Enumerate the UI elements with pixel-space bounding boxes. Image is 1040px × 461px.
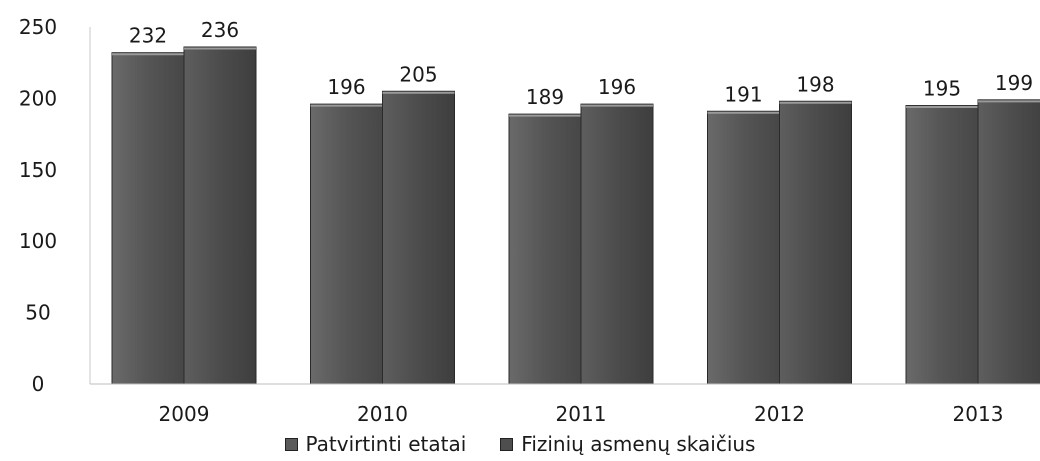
y-tick-label: 100	[19, 229, 57, 253]
x-tick-label-2011: 2011	[556, 402, 607, 426]
bar-2010-series-2	[382, 90, 455, 385]
bar-2012-series-2	[779, 100, 852, 385]
data-label-2010-series-1: 196	[327, 75, 365, 99]
bar-2010-series-1	[310, 103, 383, 385]
data-label-2009-series-2: 236	[201, 18, 239, 42]
y-tick-label: 0	[32, 372, 45, 396]
legend-item-patvirtinti-etatai: Patvirtinti etatai	[284, 432, 467, 456]
bar-2013-series-1	[905, 105, 979, 385]
data-label-2013-series-1: 195	[923, 77, 961, 101]
data-label-2013-series-2: 199	[995, 71, 1033, 95]
data-label-2012-series-1: 191	[724, 82, 762, 106]
bar-2013-series-2	[977, 99, 1040, 385]
bar-2009-series-1	[111, 52, 185, 385]
x-axis: 2009 2010 2011 2012 2013	[90, 383, 1040, 426]
bar-2011-series-2	[580, 103, 654, 385]
x-tick-label-2009: 2009	[159, 402, 210, 426]
x-tick-label-2012: 2012	[754, 402, 805, 426]
data-label-2011-series-2: 196	[598, 75, 636, 99]
y-tick-label: 250	[19, 15, 57, 39]
x-tick-label-2010: 2010	[357, 402, 408, 426]
legend-swatch-series-1	[284, 437, 298, 451]
legend-label-series-2: Fizinių asmenų skaičius	[521, 432, 756, 456]
bar-2012-series-1	[707, 110, 780, 385]
x-tick-label-2013: 2013	[953, 402, 1004, 426]
bars: 232 236 196 205 189 196 191 198 195 199	[111, 18, 1040, 385]
legend-label-series-1: Patvirtinti etatai	[305, 432, 467, 456]
bar-chart: 0 50 100 150 200 250 232 236 196 205 189 196 191 198…	[19, 15, 1040, 426]
data-label-2011-series-1: 189	[526, 85, 564, 109]
y-tick-label: 200	[19, 86, 57, 110]
data-label-2010-series-2: 205	[399, 62, 437, 86]
data-label-2009-series-1: 232	[129, 24, 167, 48]
bar-2011-series-1	[508, 113, 582, 385]
y-axis: 0 50 100 150 200 250	[19, 15, 91, 396]
legend-swatch-series-2	[500, 437, 514, 451]
data-label-2012-series-2: 198	[796, 72, 834, 96]
y-tick-label: 150	[19, 158, 57, 182]
y-tick-label: 50	[25, 301, 50, 325]
legend: Patvirtinti etatai Fizinių asmenų skaiči…	[0, 430, 1040, 458]
legend-item-fiziniu-asmenu-skaicius: Fizinių asmenų skaičius	[500, 432, 755, 456]
bar-2009-series-2	[183, 46, 257, 385]
